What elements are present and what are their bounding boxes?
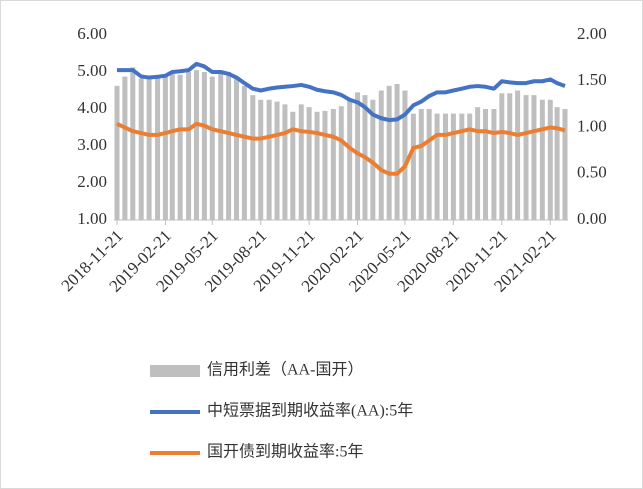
bar [290, 111, 296, 220]
bar [138, 78, 144, 220]
bar [515, 90, 521, 220]
bar [467, 113, 473, 220]
bar [523, 95, 529, 220]
bar [450, 113, 456, 220]
bar [234, 76, 240, 220]
bar [314, 111, 320, 220]
bar [507, 93, 513, 220]
bar [122, 76, 128, 220]
bar [394, 84, 400, 221]
bar [250, 95, 256, 220]
bar [298, 104, 304, 220]
legend-label: 国开债到期收益率:5年 [207, 443, 363, 461]
legend-label: 信用利差（AA-国开） [207, 361, 363, 379]
bar [426, 109, 432, 220]
bar [539, 99, 545, 220]
y2-tick-label: 0.50 [577, 163, 607, 182]
bar [499, 93, 505, 220]
bar [347, 99, 353, 220]
bar [418, 109, 424, 220]
bar [370, 99, 376, 220]
bar [442, 113, 448, 220]
y-tick-label: 5.00 [77, 61, 107, 80]
bar [282, 104, 288, 220]
bar [338, 106, 344, 220]
bar [193, 70, 199, 221]
y-tick-label: 3.00 [77, 135, 107, 154]
y2-tick-label: 0.00 [577, 209, 607, 228]
bar [146, 76, 152, 220]
bar [491, 109, 497, 220]
bar [186, 72, 192, 220]
bar-series [114, 67, 568, 221]
bar [155, 74, 161, 221]
bar [322, 110, 328, 220]
bar [177, 74, 183, 221]
legend-swatch [150, 365, 200, 377]
bar [554, 107, 560, 220]
y-tick-label: 2.00 [77, 172, 107, 191]
bar [330, 109, 336, 220]
bar [531, 95, 537, 220]
bar [218, 72, 224, 220]
y-tick-label: 1.00 [77, 209, 107, 228]
y2-tick-label: 1.50 [577, 70, 607, 89]
bar [378, 90, 384, 220]
bar [162, 76, 168, 220]
bar [130, 67, 136, 220]
line [117, 61, 566, 123]
y-tick-label: 6.00 [77, 24, 107, 43]
line [116, 121, 566, 176]
bar [459, 113, 465, 220]
bar [274, 101, 280, 220]
bar [209, 76, 215, 220]
bar [562, 109, 568, 220]
y2-tick-label: 1.00 [577, 116, 607, 135]
bar [266, 99, 272, 220]
bar [201, 72, 207, 220]
bar [434, 113, 440, 220]
bar [114, 85, 120, 220]
y-tick-label: 4.00 [77, 98, 107, 117]
bar [355, 92, 361, 220]
bar [241, 85, 247, 220]
bar [169, 72, 175, 220]
bar [386, 85, 392, 220]
y2-tick-label: 2.00 [577, 24, 607, 43]
bar [306, 107, 312, 220]
bar [258, 99, 264, 220]
legend-label: 中短票据到期收益率(AA):5年 [207, 402, 413, 420]
bar [402, 90, 408, 220]
bar [226, 72, 232, 220]
bar [547, 99, 553, 220]
bar [410, 113, 416, 220]
bar [475, 107, 481, 220]
bar [483, 109, 489, 220]
